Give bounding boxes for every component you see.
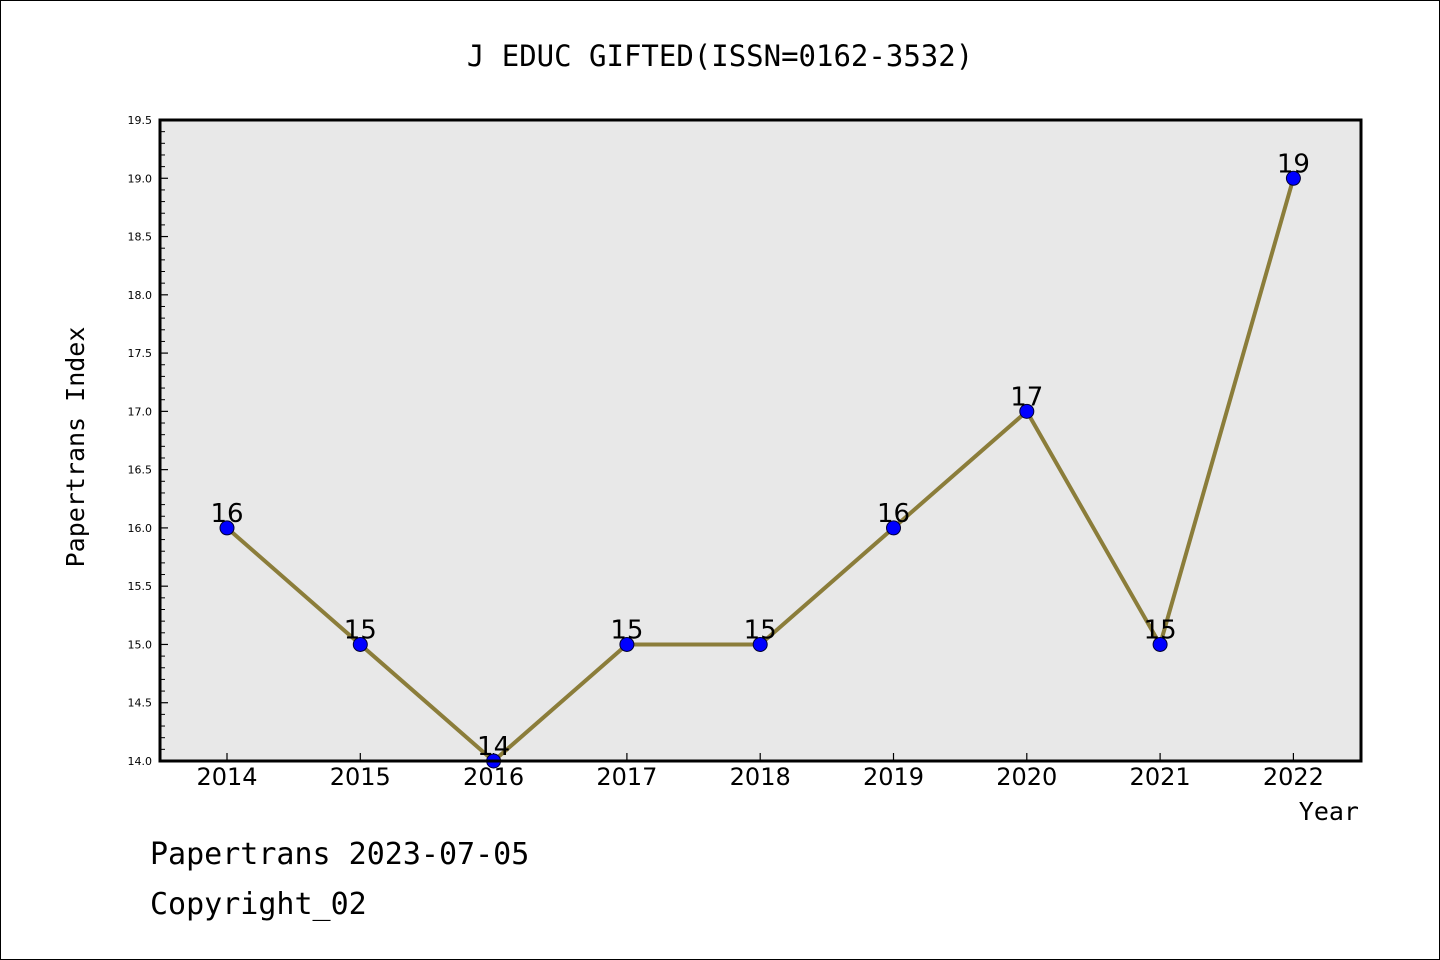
data-label: 17 bbox=[1010, 382, 1043, 412]
y-tick-label: 16.0 bbox=[128, 522, 153, 535]
y-axis-ticks: 14.0 14.5 15.0 15.5 16.0 16.5 17.0 17.5 18.0 18.5… bbox=[128, 114, 168, 768]
y-tick-label: 18.0 bbox=[128, 289, 153, 302]
data-label: 15 bbox=[744, 615, 777, 645]
data-point bbox=[886, 520, 901, 536]
x-axis-label: Year bbox=[1299, 797, 1359, 826]
data-label: 14 bbox=[477, 732, 510, 762]
data-label: 19 bbox=[1277, 149, 1310, 179]
x-tick-label: 2014 bbox=[196, 763, 257, 791]
y-tick-label: 14.0 bbox=[128, 755, 153, 768]
data-label: 16 bbox=[877, 499, 910, 529]
y-tick-label: 14.5 bbox=[128, 697, 153, 710]
y-tick-label: 15.0 bbox=[128, 638, 153, 651]
y-tick-label: 15.5 bbox=[128, 580, 153, 593]
chart-title: J EDUC GIFTED(ISSN=0162-3532) bbox=[467, 39, 973, 73]
footer-copyright: Copyright_02 bbox=[150, 887, 367, 922]
data-label: 15 bbox=[610, 615, 643, 645]
footer-date: Papertrans 2023-07-05 bbox=[150, 837, 529, 872]
x-tick-label: 2019 bbox=[863, 763, 924, 791]
y-tick-label: 19.5 bbox=[128, 114, 153, 127]
plot-frame bbox=[158, 118, 1363, 763]
data-point bbox=[219, 520, 235, 536]
data-point bbox=[619, 636, 635, 652]
data-point bbox=[1019, 403, 1035, 419]
plot-area bbox=[160, 120, 1361, 761]
x-tick-label: 2018 bbox=[730, 763, 791, 791]
data-labels: 16 15 14 15 15 16 17 15 19 bbox=[210, 149, 1309, 762]
y-axis-label: Papertrans Index bbox=[61, 327, 90, 568]
x-axis-ticks: 2014 2015 2016 2017 2018 2019 2020 2021 2022 bbox=[196, 753, 1324, 791]
y-tick-label: 18.5 bbox=[128, 231, 153, 244]
data-point bbox=[752, 636, 768, 652]
y-tick-label: 17.5 bbox=[128, 347, 153, 360]
x-tick-label: 2015 bbox=[330, 763, 391, 791]
data-label: 15 bbox=[344, 615, 377, 645]
x-tick-label: 2022 bbox=[1263, 763, 1324, 791]
data-label: 15 bbox=[1144, 615, 1177, 645]
data-point bbox=[1285, 170, 1301, 186]
x-tick-label: 2021 bbox=[1130, 763, 1191, 791]
data-point bbox=[352, 636, 368, 652]
x-tick-label: 2020 bbox=[996, 763, 1057, 791]
y-tick-label: 16.5 bbox=[128, 464, 153, 477]
data-label: 16 bbox=[210, 499, 243, 529]
x-tick-label: 2017 bbox=[596, 763, 657, 791]
data-point bbox=[1152, 636, 1168, 652]
y-tick-label: 17.0 bbox=[128, 405, 153, 418]
y-tick-label: 19.0 bbox=[128, 172, 153, 185]
